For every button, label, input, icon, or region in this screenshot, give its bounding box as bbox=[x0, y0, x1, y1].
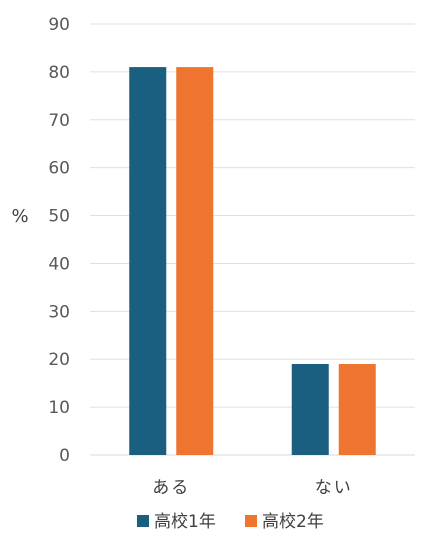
y-tick-label-60: 60 bbox=[48, 159, 70, 179]
y-tick-label-80: 80 bbox=[48, 63, 70, 83]
bar-2-series-2 bbox=[338, 364, 376, 455]
x-tick-label-1: ある bbox=[152, 478, 190, 498]
x-tick-label-2: ない bbox=[315, 478, 353, 498]
y-tick-label-0: 0 bbox=[59, 446, 70, 466]
y-tick-label-30: 30 bbox=[48, 302, 70, 322]
category-labels: ある ない bbox=[152, 478, 353, 498]
bar-1-series-2 bbox=[176, 67, 214, 455]
legend-swatch-2 bbox=[245, 515, 257, 527]
bar-1-series-1 bbox=[129, 67, 167, 455]
y-tick-label-20: 20 bbox=[48, 350, 70, 370]
bars bbox=[129, 67, 376, 455]
y-tick-label-40: 40 bbox=[48, 254, 70, 274]
y-tick-label-70: 70 bbox=[48, 111, 70, 131]
y-axis-ticks: 0 10 20 30 40 50 60 70 80 90 bbox=[48, 15, 70, 466]
y-axis-label: % bbox=[11, 206, 28, 227]
legend-label-2: 高校2年 bbox=[262, 512, 324, 532]
y-tick-label-10: 10 bbox=[48, 398, 70, 418]
y-tick-label-50: 50 bbox=[48, 207, 70, 227]
legend: 高校1年 高校2年 bbox=[137, 512, 324, 532]
y-tick-label-90: 90 bbox=[48, 15, 70, 35]
legend-swatch-1 bbox=[137, 515, 149, 527]
bar-2-series-1 bbox=[291, 364, 329, 455]
legend-label-1: 高校1年 bbox=[154, 512, 216, 532]
